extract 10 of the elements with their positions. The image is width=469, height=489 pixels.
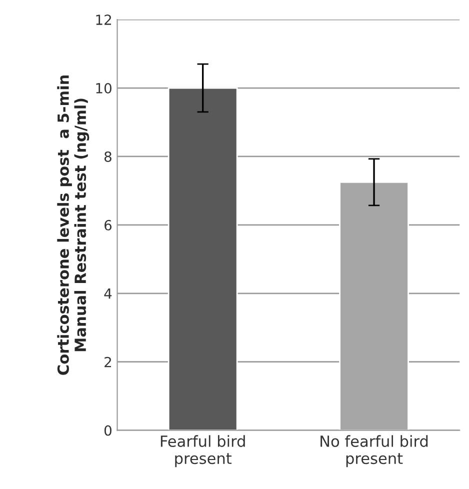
x-tick-label: No fearful bird present	[320, 435, 428, 468]
y-tick-label: 4	[104, 288, 112, 299]
y-tick-label: 2	[104, 356, 111, 368]
y-tick-label: 0	[104, 425, 112, 436]
x-tick-label: Fearful bird present	[160, 435, 245, 468]
y-axis-title: Corticosterone levels post a 5-min Manual Restraint test (ng/ml)	[57, 75, 90, 375]
y-tick-label: 8	[104, 151, 112, 162]
y-tick-label: 12	[96, 14, 111, 25]
y-tick-label: 10	[96, 82, 112, 94]
y-tick-label: 6	[104, 220, 112, 230]
